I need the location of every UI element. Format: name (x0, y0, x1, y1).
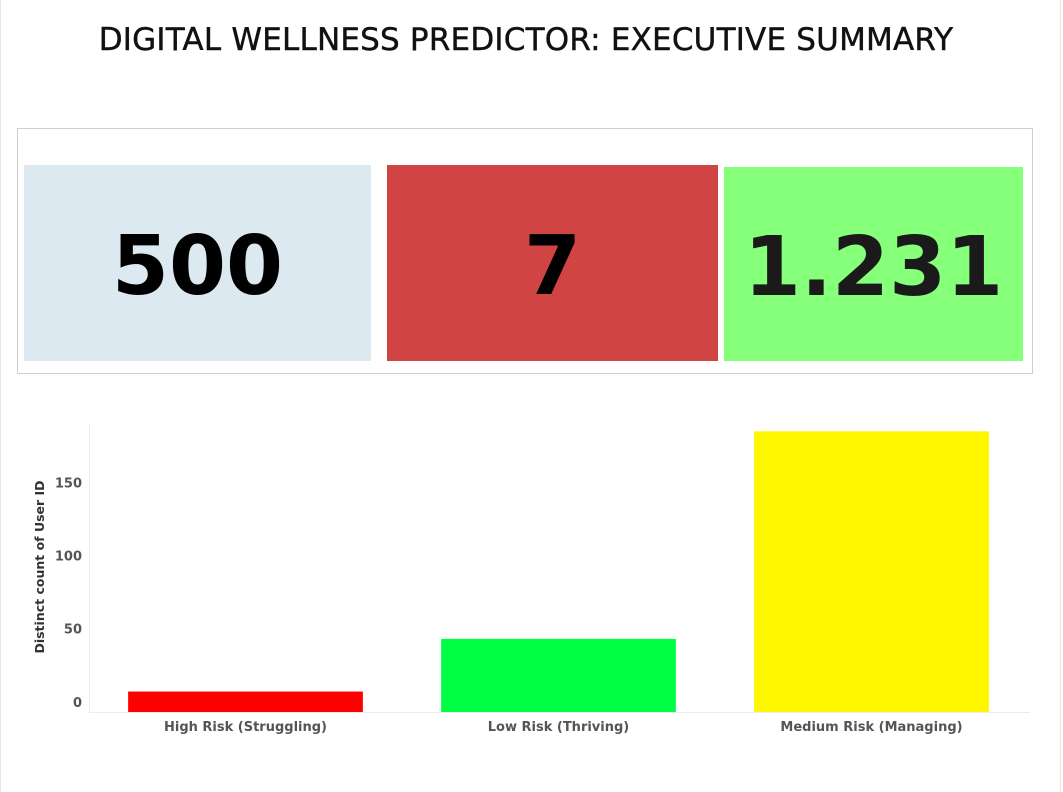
y-tick-label: 150 (55, 476, 82, 491)
bar[interactable] (441, 638, 676, 712)
y-tick-label: 100 (55, 550, 82, 565)
bar[interactable] (128, 691, 363, 712)
kpi-card-high-risk: 7 (387, 165, 718, 361)
x-category-label: Low Risk (Thriving) (488, 720, 630, 735)
kpi-value-total-users: 500 (111, 218, 284, 314)
kpi-value-ratio: 1.231 (743, 219, 1004, 315)
kpi-value-high-risk: 7 (523, 218, 582, 314)
page-title: DIGITAL WELLNESS PREDICTOR: EXECUTIVE SU… (98, 22, 954, 58)
y-axis-title: Distinct count of User ID (32, 480, 47, 653)
kpi-card-ratio: 1.231 (724, 167, 1023, 361)
y-tick-label: 50 (64, 623, 82, 638)
y-tick-label: 0 (73, 696, 82, 711)
x-category-label: Medium Risk (Managing) (780, 720, 962, 735)
frame-line-right (1060, 0, 1061, 792)
bar[interactable] (754, 431, 989, 712)
kpi-card-total-users: 500 (24, 165, 371, 361)
kpi-panel: 500 7 1.231 (17, 128, 1033, 374)
x-category-label: High Risk (Struggling) (164, 720, 327, 735)
frame-line-left (0, 0, 1, 792)
